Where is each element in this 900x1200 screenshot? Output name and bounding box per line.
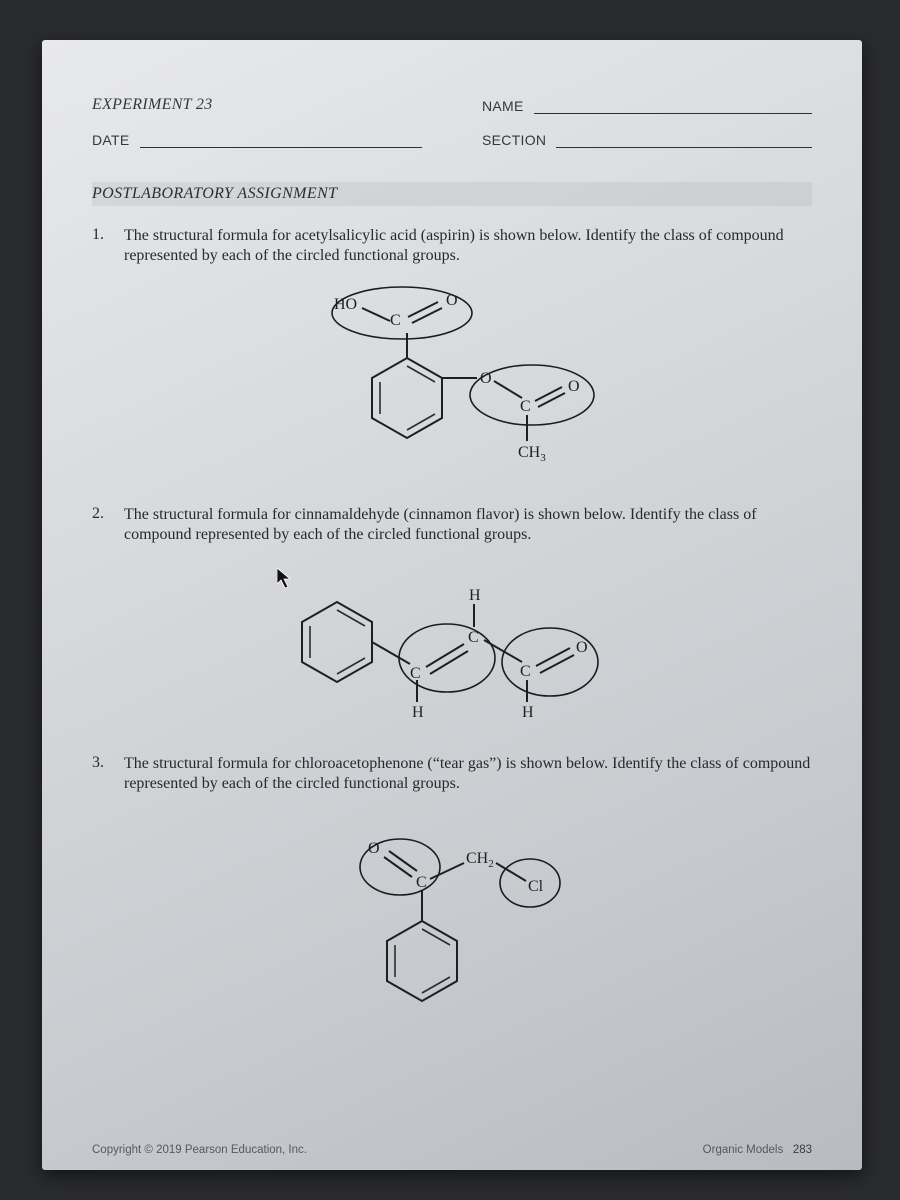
question-2: 2. The structural formula for cinnamalde… bbox=[92, 505, 812, 732]
footer: Copyright © 2019 Pearson Education, Inc.… bbox=[92, 1144, 812, 1156]
functional-group-circle-5 bbox=[360, 839, 440, 895]
atom-ch3: CH3 bbox=[518, 444, 546, 464]
experiment-field: EXPERIMENT 23 bbox=[92, 96, 422, 114]
section-blank-line[interactable] bbox=[556, 134, 812, 148]
experiment-label: EXPERIMENT bbox=[92, 96, 192, 113]
functional-group-circle-2 bbox=[470, 365, 594, 425]
atom-o-3: O bbox=[568, 378, 580, 395]
atom-c-2: C bbox=[520, 398, 531, 415]
page-number: 283 bbox=[793, 1144, 812, 1156]
atom-c: C bbox=[390, 312, 401, 329]
functional-group-circle-1 bbox=[332, 287, 472, 339]
date-blank-line[interactable] bbox=[140, 134, 423, 148]
name-blank-line[interactable] bbox=[534, 100, 812, 114]
benzene-ring-icon bbox=[372, 358, 442, 438]
chloroacetophenone-diagram: C O CH2 Cl bbox=[92, 811, 812, 1021]
benzene-ring-icon-3 bbox=[387, 921, 457, 1001]
aspirin-diagram: C O HO O C O CH3 bbox=[92, 283, 812, 483]
atom-cl: Cl bbox=[528, 878, 544, 895]
question-1: 1. The structural formula for acetylsali… bbox=[92, 226, 812, 483]
name-field: NAME bbox=[482, 96, 812, 114]
atom-h-3: H bbox=[522, 704, 534, 721]
cinnamaldehyde-diagram: C H C H C H O bbox=[92, 562, 812, 732]
experiment-number: 23 bbox=[196, 96, 213, 113]
date-field: DATE bbox=[92, 132, 422, 148]
section-label: SECTION bbox=[482, 132, 546, 148]
atom-c-5: C bbox=[520, 663, 531, 680]
question-1-text: The structural formula for acetylsalicyl… bbox=[124, 226, 812, 267]
date-label: DATE bbox=[92, 132, 130, 148]
chapter-name: Organic Models bbox=[703, 1144, 784, 1156]
question-3-text: The structural formula for chloroacetoph… bbox=[124, 754, 812, 795]
question-2-number: 2. bbox=[92, 505, 114, 546]
name-label: NAME bbox=[482, 98, 524, 114]
functional-group-circle-3 bbox=[399, 624, 495, 692]
copyright-text: Copyright © 2019 Pearson Education, Inc. bbox=[92, 1144, 307, 1156]
question-3: 3. The structural formula for chloroacet… bbox=[92, 754, 812, 1021]
atom-h-1: H bbox=[412, 704, 424, 721]
question-3-number: 3. bbox=[92, 754, 114, 795]
page: EXPERIMENT 23 NAME DATE SECTION POSTLABO… bbox=[42, 40, 862, 1170]
section-field: SECTION bbox=[482, 132, 812, 148]
atom-o-4: O bbox=[576, 639, 588, 656]
atom-ho: HO bbox=[334, 296, 357, 313]
benzene-ring-icon-2 bbox=[302, 602, 372, 682]
atom-h-2: H bbox=[469, 587, 481, 604]
atom-c-3: C bbox=[410, 665, 421, 682]
question-2-text: The structural formula for cinnamaldehyd… bbox=[124, 505, 812, 546]
header-area: EXPERIMENT 23 NAME DATE SECTION bbox=[92, 96, 812, 148]
section-title: POSTLABORATORY ASSIGNMENT bbox=[92, 182, 812, 206]
functional-group-circle-4 bbox=[502, 628, 598, 696]
atom-ch2: CH2 bbox=[466, 850, 494, 870]
question-1-number: 1. bbox=[92, 226, 114, 267]
